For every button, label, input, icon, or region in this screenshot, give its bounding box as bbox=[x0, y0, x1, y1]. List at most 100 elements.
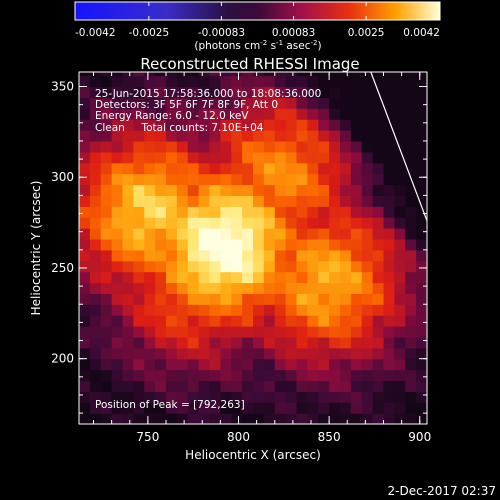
colorbar-ticks: -0.0042 -0.0025 -0.00083 0.00083 0.0025 0.004… bbox=[74, 2, 441, 39]
heatmap-pixel bbox=[350, 238, 363, 251]
heatmap-pixel bbox=[198, 413, 211, 424]
heatmap-pixel bbox=[329, 293, 341, 305]
heatmap-pixel bbox=[111, 336, 124, 349]
heatmap-pixel bbox=[89, 151, 102, 164]
heatmap-pixel bbox=[122, 173, 134, 186]
heatmap-pixel bbox=[394, 260, 406, 273]
heatmap-pixel bbox=[209, 249, 221, 262]
heatmap-pixel bbox=[372, 358, 385, 371]
heatmap-pixel bbox=[274, 75, 287, 88]
heatmap-pixel bbox=[176, 238, 189, 251]
heatmap-pixel bbox=[209, 336, 221, 349]
heatmap-pixel bbox=[394, 86, 406, 99]
heatmap-pixel bbox=[405, 97, 417, 109]
heatmap-pixel bbox=[372, 304, 385, 316]
heatmap-pixel bbox=[155, 195, 167, 207]
heatmap-pixel bbox=[198, 195, 211, 207]
heatmap-pixel bbox=[416, 413, 427, 424]
heatmap-pixel bbox=[307, 119, 319, 131]
heatmap-pixel bbox=[155, 86, 167, 99]
heatmap-pixel bbox=[350, 217, 363, 229]
heatmap-pixel bbox=[187, 162, 200, 175]
heatmap-pixel bbox=[383, 369, 395, 382]
heatmap-pixel bbox=[405, 72, 417, 77]
heatmap-pixel bbox=[187, 413, 200, 424]
heatmap-pixel bbox=[350, 75, 363, 88]
heatmap-pixel bbox=[231, 130, 243, 142]
heatmap-pixel bbox=[144, 260, 156, 273]
heatmap-pixel bbox=[329, 347, 341, 360]
heatmap-pixel bbox=[307, 260, 319, 273]
y-tick-label: 250 bbox=[51, 261, 74, 275]
heatmap-pixel bbox=[329, 358, 341, 371]
colorbar-tick-label: 0.00083 bbox=[272, 27, 315, 39]
heatmap-pixel bbox=[296, 347, 308, 360]
heatmap-pixel bbox=[296, 369, 308, 382]
heatmap-pixel bbox=[405, 108, 417, 120]
heatmap-pixel bbox=[209, 347, 221, 360]
heatmap-pixel bbox=[329, 238, 341, 251]
heatmap-pixel bbox=[79, 195, 91, 207]
heatmap-pixel bbox=[187, 271, 200, 284]
heatmap-pixel bbox=[383, 97, 395, 109]
heatmap-pixel bbox=[263, 162, 276, 175]
heatmap-pixel bbox=[329, 206, 341, 218]
y-tick-label: 350 bbox=[51, 80, 74, 94]
heatmap-pixel bbox=[122, 293, 134, 305]
heatmap-pixel bbox=[416, 315, 427, 327]
heatmap-pixel bbox=[383, 336, 395, 349]
heatmap-pixel bbox=[144, 380, 156, 392]
heatmap-pixel bbox=[231, 260, 243, 273]
heatmap-pixel bbox=[372, 271, 385, 284]
heatmap-pixel bbox=[144, 315, 156, 327]
heatmap-pixel bbox=[100, 304, 113, 316]
heatmap-pixel bbox=[144, 402, 156, 414]
heatmap-pixel bbox=[144, 75, 156, 88]
heatmap-pixel bbox=[176, 304, 189, 316]
heatmap-pixel bbox=[133, 217, 145, 229]
heatmap-pixel bbox=[155, 108, 167, 120]
heatmap-pixel bbox=[416, 97, 427, 109]
heatmap-pixel bbox=[253, 369, 265, 382]
heatmap-pixel bbox=[307, 380, 319, 392]
heatmap-pixel bbox=[79, 402, 91, 414]
heatmap-pixel bbox=[111, 282, 124, 294]
heatmap-pixel bbox=[209, 369, 221, 382]
heatmap-pixel bbox=[89, 391, 102, 403]
heatmap-pixel bbox=[383, 151, 395, 164]
heatmap-pixel bbox=[263, 304, 276, 316]
heatmap-pixel bbox=[307, 315, 319, 327]
heatmap-pixel bbox=[122, 249, 134, 262]
heatmap-pixel bbox=[111, 249, 124, 262]
heatmap-pixel bbox=[133, 162, 145, 175]
heatmap-pixel bbox=[416, 336, 427, 349]
heatmap-pixel bbox=[166, 260, 178, 273]
heatmap-pixel bbox=[220, 151, 232, 164]
heatmap-pixel bbox=[155, 260, 167, 273]
heatmap-pixel bbox=[405, 271, 417, 284]
heatmap-pixel bbox=[394, 206, 406, 218]
heatmap-pixel bbox=[133, 304, 145, 316]
heatmap-pixel bbox=[394, 293, 406, 305]
heatmap-pixel bbox=[187, 391, 200, 403]
heatmap-pixel bbox=[340, 195, 352, 207]
heatmap-pixel bbox=[79, 72, 91, 77]
heatmap-pixel bbox=[329, 75, 341, 88]
heatmap-pixel bbox=[329, 184, 341, 196]
heatmap-pixel bbox=[231, 72, 243, 77]
heatmap-pixel bbox=[198, 206, 211, 218]
heatmap-pixel bbox=[89, 130, 102, 142]
heatmap-pixel bbox=[285, 217, 298, 229]
y-axis-label: Heliocentric Y (arcsec) bbox=[29, 181, 43, 316]
heatmap-pixel bbox=[100, 86, 113, 99]
axis-ticks: 750 800 850 900 200 250 300 350 bbox=[51, 72, 431, 444]
heatmap-pixel bbox=[361, 184, 374, 196]
heatmap-pixel bbox=[220, 391, 232, 403]
heatmap-pixel bbox=[187, 282, 200, 294]
heatmap-pixel bbox=[100, 162, 113, 175]
heatmap-pixel bbox=[133, 228, 145, 240]
heatmap-pixel bbox=[405, 217, 417, 229]
heatmap-pixel bbox=[416, 391, 427, 403]
heatmap-pixel bbox=[166, 140, 178, 153]
heatmap-pixel bbox=[253, 358, 265, 371]
